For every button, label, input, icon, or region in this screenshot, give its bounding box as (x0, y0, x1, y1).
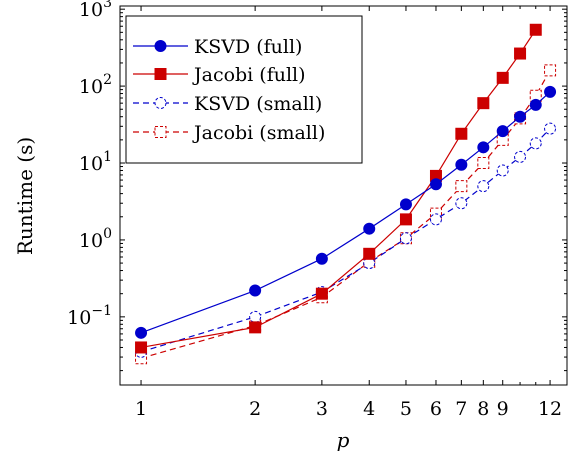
x-tick-label: 2 (249, 398, 261, 420)
y-axis-label: Runtime (s) (13, 137, 37, 255)
data-point (529, 23, 542, 36)
data-point (315, 252, 328, 265)
data-point (529, 98, 542, 111)
x-tick-label: 9 (497, 398, 509, 420)
y-tick-label: 102 (79, 72, 112, 98)
data-point (399, 213, 412, 226)
plot-frame (119, 5, 568, 386)
data-point (249, 321, 262, 334)
y-tick-base: 10 (67, 307, 91, 329)
data-point (477, 180, 490, 193)
data-point (249, 310, 262, 323)
legend-label: KSVD (small) (194, 93, 322, 115)
data-point (135, 341, 148, 354)
data-point (496, 164, 509, 177)
data-point (455, 127, 468, 140)
legend-box (125, 15, 363, 164)
data-point (399, 198, 412, 211)
x-tick-label: 1 (135, 398, 147, 420)
data-point (315, 287, 328, 300)
legend-label: KSVD (full) (194, 36, 302, 58)
x-tick-label: 4 (363, 398, 375, 420)
x-tick-label: 8 (477, 398, 489, 420)
y-tick-base: 10 (79, 230, 103, 252)
legend-entry: KSVD (full) (133, 36, 302, 58)
y-tick-base: 10 (79, 153, 103, 175)
data-point (363, 247, 376, 260)
data-point (455, 180, 468, 193)
data-point (529, 137, 542, 150)
legend-label: Jacobi (full) (192, 64, 306, 86)
x-axis-label: p (337, 428, 350, 452)
series-layer (135, 23, 557, 365)
data-point (249, 284, 262, 297)
y-tick-label: 103 (79, 0, 112, 21)
legend-entry: Jacobi (small) (133, 122, 325, 144)
legend-label: Jacobi (small) (192, 122, 325, 144)
series-1 (135, 85, 557, 339)
data-point (544, 64, 557, 77)
data-point (477, 157, 490, 170)
data-point (514, 47, 527, 60)
x-tick-label: 6 (430, 398, 442, 420)
y-tick-exponent: 2 (103, 72, 112, 88)
data-point (514, 110, 527, 123)
data-point (496, 71, 509, 84)
data-point (496, 125, 509, 138)
x-tick-label: 7 (455, 398, 467, 420)
data-point (544, 122, 557, 135)
y-tick-base: 10 (79, 76, 103, 98)
data-point (399, 232, 412, 245)
legend-entry: Jacobi (full) (133, 64, 306, 86)
data-point (477, 141, 490, 154)
data-point (544, 85, 557, 98)
y-tick-exponent: 3 (103, 0, 112, 11)
legend-entry: KSVD (small) (133, 93, 322, 115)
data-point (455, 197, 468, 210)
legend-marker (154, 97, 167, 109)
x-tick-label: 5 (400, 398, 412, 420)
data-point (514, 150, 527, 163)
x-tick-label: 3 (316, 398, 328, 420)
legend: KSVD (full) Jacobi (full) KSVD (small) Jaco… (125, 15, 363, 164)
legend-marker (154, 68, 167, 80)
y-tick-exponent: 0 (103, 226, 112, 242)
y-tick-label: 10−1 (67, 303, 112, 329)
data-point (455, 158, 468, 171)
data-point (429, 178, 442, 191)
x-tick-label: 12 (538, 398, 562, 420)
y-tick-exponent: 1 (103, 149, 112, 165)
data-point (135, 326, 148, 339)
data-point (363, 222, 376, 235)
y-tick-base: 10 (79, 0, 103, 21)
data-point (477, 97, 490, 110)
y-tick-exponent: −1 (91, 303, 112, 319)
data-point (429, 213, 442, 226)
y-tick-label: 101 (79, 149, 112, 175)
legend-marker (154, 126, 167, 138)
y-tick-label: 100 (79, 226, 112, 252)
legend-marker (154, 40, 167, 52)
